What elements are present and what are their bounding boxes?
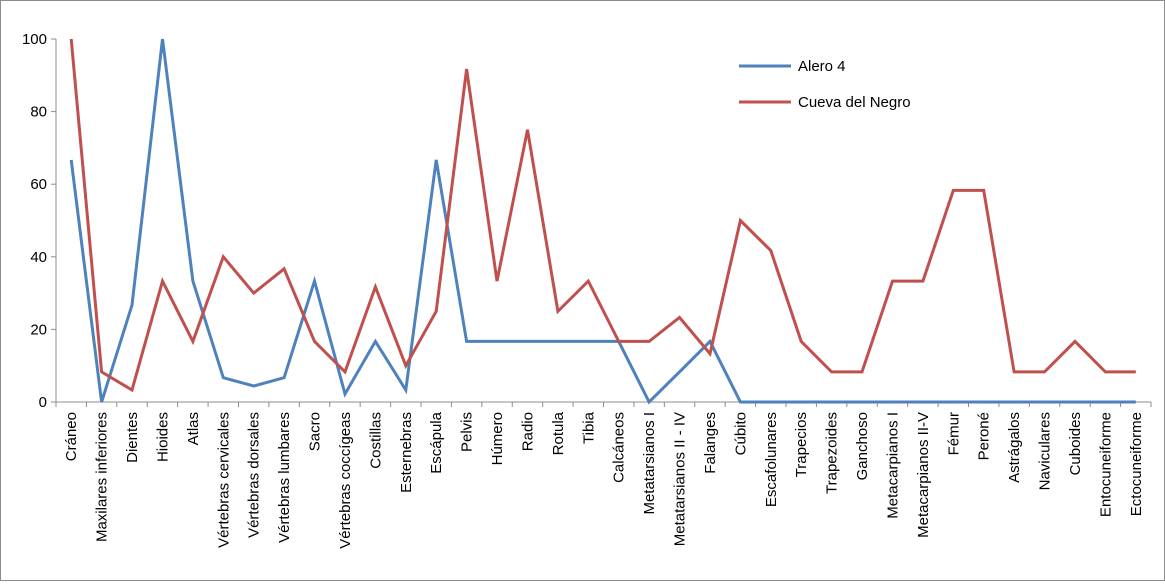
x-tick-label: Esternebras: [398, 412, 415, 493]
x-tick-label: Cráneo: [63, 412, 80, 461]
x-tick-label: Calcáneos: [611, 412, 628, 483]
x-tick-label: Escafolunares: [763, 412, 780, 507]
x-tick-label: Radio: [519, 412, 536, 451]
x-tick-label: Cúbito: [732, 412, 749, 455]
x-tick-label: Cuboides: [1067, 412, 1084, 475]
x-tick-label: Metatarsianos I: [641, 412, 658, 515]
x-tick-label: Naviculares: [1037, 412, 1054, 490]
series-line-1: [69, 38, 1136, 405]
x-tick-label: Ectocuneiforme: [1128, 412, 1145, 516]
x-tick-label: Metatarsianos II - IV: [672, 412, 689, 546]
x-tick-label: Astrágalos: [1006, 412, 1023, 483]
x-tick-label: Metacarpianos I: [884, 412, 901, 519]
x-tick-label: Dientes: [124, 412, 141, 463]
x-tick-label: Pelvis: [459, 412, 476, 452]
y-axis-ticks: 0 20 40 60 80 100: [22, 31, 56, 411]
x-tick-label: Escápula: [428, 411, 445, 473]
x-tick-label: Costillas: [367, 412, 384, 469]
x-tick-label: Sacro: [307, 412, 324, 451]
x-tick-label: Húmero: [489, 412, 506, 465]
y-tick-label: 100: [22, 31, 47, 48]
y-tick-label: 0: [39, 394, 47, 411]
legend-label: Alero 4: [798, 58, 846, 75]
x-axis-ticks: Cráneo Maxilares inferiores Dientes Hioides…: [55, 402, 1152, 549]
y-tick-label: 80: [30, 104, 47, 121]
x-tick-label: Trapezoides: [824, 412, 841, 494]
x-tick-label: Trapecios: [793, 412, 810, 477]
x-tick-label: Vértebras cervicales: [215, 412, 232, 548]
x-tick-label: Entocuneiforme: [1097, 412, 1114, 517]
series-line-2: [69, 38, 1136, 393]
legend-label: Cueva del Negro: [798, 94, 911, 111]
x-tick-label: Hioides: [154, 412, 171, 462]
x-tick-label: Vértebras coccígeas: [337, 412, 354, 549]
y-tick-label: 40: [30, 249, 47, 266]
x-tick-label: Maxilares inferiores: [94, 412, 111, 542]
x-tick-label: Rotula: [550, 411, 567, 455]
x-tick-label: Atlas: [185, 412, 202, 445]
axes: [55, 39, 1151, 403]
x-tick-label: Metacarpianos II-V: [915, 412, 932, 538]
x-tick-label: Ganchoso: [854, 412, 871, 480]
x-tick-label: Falanges: [702, 412, 719, 474]
x-tick-label: Vértebras dorsales: [246, 412, 263, 538]
x-tick-label: Vértebras lumbares: [276, 412, 293, 543]
series-lines: [69, 38, 1136, 405]
y-tick-label: 60: [30, 176, 47, 193]
legend: Alero 4 Cueva del Negro: [739, 58, 911, 111]
x-tick-label: Tibia: [580, 411, 597, 444]
x-tick-label: Fémur: [945, 412, 962, 455]
x-tick-label: Peroné: [976, 412, 993, 460]
y-tick-label: 20: [30, 321, 47, 338]
